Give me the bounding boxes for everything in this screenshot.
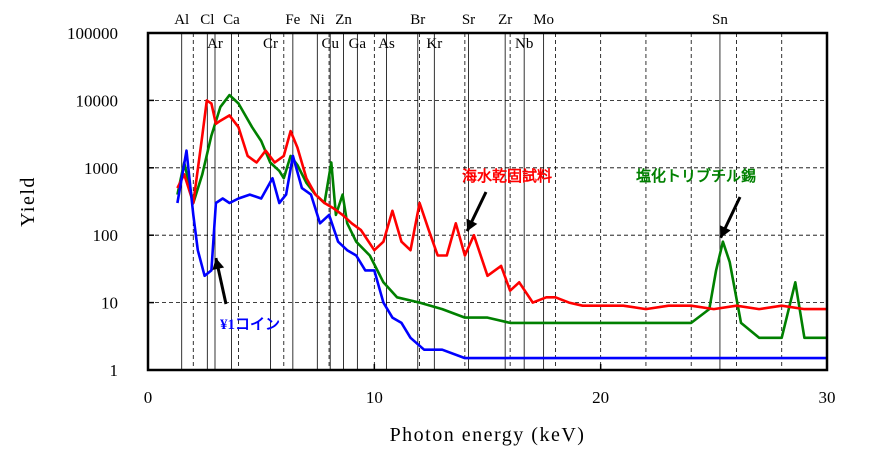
annotation-arrowhead-0 bbox=[466, 218, 478, 232]
y-tick-label: 1 bbox=[110, 361, 119, 380]
element-label-as: As bbox=[378, 36, 395, 52]
y-tick-label: 10000 bbox=[76, 91, 119, 110]
element-label-zr: Zr bbox=[498, 12, 512, 28]
element-label-cr: Cr bbox=[263, 36, 278, 52]
annotations: 海水乾固試料 塩化トリブチル錫 ¥1コイン bbox=[212, 167, 756, 333]
series-line-2 bbox=[176, 149, 827, 360]
y-tick-label: 100 bbox=[93, 226, 119, 245]
x-tick-label: 10 bbox=[366, 388, 383, 407]
element-label-br: Br bbox=[410, 12, 425, 28]
element-label-fe: Fe bbox=[285, 12, 300, 28]
element-label-al: Al bbox=[174, 12, 189, 28]
y-tick-label: 1000 bbox=[84, 159, 118, 178]
grid-lines bbox=[148, 33, 827, 370]
element-label-sn: Sn bbox=[712, 12, 728, 28]
x-tick-label: 30 bbox=[819, 388, 836, 407]
element-label-ni: Ni bbox=[310, 12, 325, 28]
annotation-label-2: ¥1コイン bbox=[220, 317, 280, 333]
element-label-cl: Cl bbox=[200, 12, 214, 28]
element-label-kr: Kr bbox=[426, 36, 442, 52]
element-label-sr: Sr bbox=[462, 12, 475, 28]
element-label-ca: Ca bbox=[223, 12, 240, 28]
element-marker-lines bbox=[181, 33, 721, 370]
series-line-0 bbox=[176, 99, 827, 311]
x-tick-label: 20 bbox=[592, 388, 609, 407]
series-line-1 bbox=[176, 93, 827, 340]
x-axis-title: Photon energy (keV) bbox=[390, 424, 586, 446]
y-axis-title: Yield bbox=[17, 176, 39, 227]
annotation-label-0: 海水乾固試料 bbox=[462, 167, 552, 185]
series-lines bbox=[176, 93, 827, 360]
element-label-mo: Mo bbox=[533, 12, 554, 28]
axis-ticks: 0 10 20 30 1 10 100 1000 10000 100000 bbox=[67, 24, 836, 407]
y-tick-label: 10 bbox=[101, 294, 118, 313]
element-label-ga: Ga bbox=[349, 36, 367, 52]
annotation-arrowhead-2 bbox=[212, 258, 225, 271]
element-label-nb: Nb bbox=[515, 36, 533, 52]
element-label-zn: Zn bbox=[335, 12, 352, 28]
element-label-ar: Ar bbox=[207, 36, 223, 52]
y-tick-label: 100000 bbox=[67, 24, 118, 43]
annotation-arrowhead-1 bbox=[719, 225, 731, 238]
plot-frame bbox=[146, 31, 829, 372]
element-label-cu: Cu bbox=[321, 36, 339, 52]
x-tick-label: 0 bbox=[144, 388, 153, 407]
annotation-label-1: 塩化トリブチル錫 bbox=[636, 167, 756, 185]
